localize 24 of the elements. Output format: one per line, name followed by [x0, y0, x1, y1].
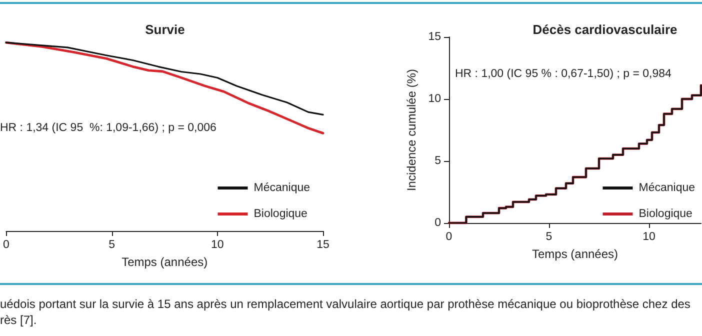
annotation: HR : 1,00 (IC 95 % : 0,67-1,50) ; p = 0,984: [455, 68, 672, 80]
annotation: HR : 1,34 (IC 95 %: 1,09-1,66) ; p = 0,006: [0, 122, 216, 134]
y-tick-label: 0: [434, 217, 441, 229]
x-tick-label: 10: [211, 239, 224, 251]
x-tick-label: 15: [316, 239, 330, 251]
x-tick-label: 10: [642, 231, 656, 243]
x-tick-label: 0: [2, 239, 10, 251]
y-axis-title: Incidence cumulée (%): [404, 68, 418, 192]
x-axis-title: Temps (années): [532, 246, 618, 261]
x-tick-label: 0: [446, 231, 452, 243]
x-tick-label: 5: [108, 239, 115, 251]
text: rès [7].: [0, 313, 37, 327]
x-tick-label: 5: [546, 231, 552, 243]
legend-label: Biologique: [254, 208, 308, 220]
y-tick-label: 15: [428, 31, 441, 43]
y-tick-label: 10: [428, 93, 441, 105]
chart-title: Survie: [145, 22, 185, 37]
chart-title: Décès cardiovasculaire: [532, 22, 678, 37]
x-axis-title: Temps (années): [122, 254, 208, 269]
legend-label: Biologique: [638, 208, 692, 220]
text: uédois portant sur la survie à 15 ans après un remplacement valvulaire aortique par prothèse mécanique ou bioprothèse chez des: [0, 297, 690, 311]
legend-label: Mécanique: [254, 182, 310, 194]
legend-label: Mécanique: [638, 182, 696, 194]
y-tick-label: 5: [434, 155, 441, 167]
